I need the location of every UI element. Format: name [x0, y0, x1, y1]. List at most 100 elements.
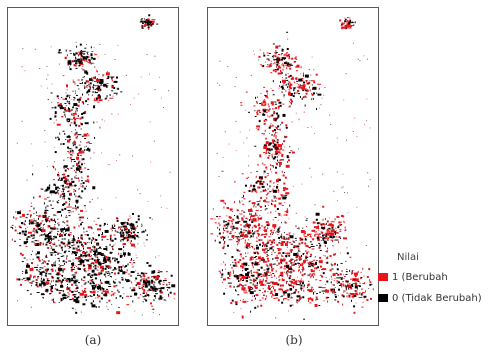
changed-pixel	[314, 303, 318, 307]
changed-pixel	[54, 146, 56, 148]
unchanged-pixel	[78, 213, 80, 215]
unchanged-pixel	[256, 181, 260, 183]
changed-pixel	[123, 250, 125, 252]
changed-pixel	[272, 140, 276, 142]
unchanged-pixel	[83, 227, 85, 230]
changed-pixel	[80, 154, 83, 156]
changed-pixel	[252, 288, 254, 290]
changed-pixel	[94, 260, 98, 264]
unchanged-pixel	[74, 267, 76, 269]
unchanged-pixel	[81, 79, 84, 81]
changed-pixel	[71, 283, 74, 286]
unchanged-pixel	[255, 96, 257, 99]
unchanged-pixel	[49, 192, 51, 194]
unchanged-pixel	[349, 269, 351, 272]
unchanged-pixel	[42, 296, 44, 298]
changed-pixel	[32, 165, 34, 167]
changed-pixel	[344, 226, 346, 229]
unchanged-pixel	[235, 275, 239, 278]
unchanged-pixel	[251, 229, 253, 232]
changed-pixel	[47, 264, 49, 266]
unchanged-pixel	[221, 275, 223, 277]
unchanged-pixel	[75, 177, 78, 179]
changed-pixel	[303, 285, 305, 288]
changed-pixel	[274, 137, 277, 139]
unchanged-pixel	[99, 44, 101, 46]
unchanged-pixel	[80, 311, 82, 313]
changed-pixel	[110, 266, 112, 268]
unchanged-pixel	[281, 72, 283, 74]
unchanged-pixel	[76, 63, 78, 65]
changed-pixel	[351, 288, 353, 290]
changed-pixel	[44, 265, 46, 267]
changed-pixel	[248, 226, 251, 228]
unchanged-pixel	[272, 145, 275, 148]
changed-pixel	[279, 248, 282, 251]
unchanged-pixel	[91, 249, 93, 251]
unchanged-pixel	[91, 285, 94, 288]
unchanged-pixel	[71, 108, 73, 111]
changed-pixel	[116, 311, 121, 315]
unchanged-pixel	[114, 58, 116, 60]
unchanged-pixel	[73, 237, 75, 239]
changed-pixel	[256, 284, 259, 286]
unchanged-pixel	[43, 293, 45, 295]
changed-pixel	[287, 274, 289, 277]
unchanged-pixel	[44, 130, 46, 132]
changed-pixel	[273, 294, 275, 297]
unchanged-pixel	[42, 271, 45, 273]
unchanged-pixel	[137, 189, 139, 191]
unchanged-pixel	[54, 161, 56, 163]
unchanged-pixel	[78, 101, 80, 104]
changed-pixel	[272, 107, 274, 110]
unchanged-pixel	[35, 224, 38, 226]
changed-pixel	[141, 286, 144, 289]
changed-pixel	[265, 194, 268, 196]
unchanged-pixel	[342, 295, 345, 298]
changed-pixel	[65, 279, 68, 283]
unchanged-pixel	[67, 209, 71, 211]
unchanged-pixel	[287, 293, 291, 297]
unchanged-pixel	[338, 281, 341, 284]
changed-pixel	[284, 176, 287, 179]
unchanged-pixel	[67, 191, 70, 193]
unchanged-pixel	[216, 152, 218, 154]
changed-pixel	[223, 206, 225, 209]
unchanged-pixel	[153, 295, 156, 298]
unchanged-pixel	[275, 117, 277, 119]
changed-pixel	[274, 275, 276, 277]
unchanged-pixel	[162, 280, 167, 282]
unchanged-pixel	[72, 149, 74, 152]
unchanged-pixel	[49, 283, 51, 285]
changed-pixel	[342, 284, 345, 287]
unchanged-pixel	[250, 74, 252, 76]
unchanged-pixel	[87, 168, 90, 170]
unchanged-pixel	[87, 89, 90, 91]
changed-pixel	[147, 18, 150, 21]
changed-pixel	[127, 233, 131, 237]
changed-pixel	[310, 275, 312, 277]
changed-pixel	[321, 275, 324, 278]
changed-pixel	[286, 53, 288, 55]
unchanged-pixel	[95, 284, 97, 286]
changed-pixel	[281, 241, 286, 243]
unchanged-pixel	[111, 230, 113, 232]
unchanged-pixel	[323, 236, 325, 238]
unchanged-pixel	[307, 83, 310, 85]
changed-pixel	[303, 236, 305, 238]
changed-pixel	[228, 239, 233, 241]
changed-pixel	[369, 279, 371, 282]
unchanged-pixel	[166, 286, 171, 288]
changed-pixel	[123, 293, 125, 295]
unchanged-pixel	[253, 290, 256, 292]
changed-pixel	[228, 143, 230, 145]
unchanged-pixel	[99, 224, 102, 227]
changed-pixel	[291, 83, 293, 86]
unchanged-pixel	[56, 277, 59, 280]
unchanged-pixel	[359, 282, 361, 284]
unchanged-pixel	[26, 290, 29, 292]
unchanged-pixel	[157, 271, 160, 273]
changed-pixel	[74, 64, 77, 67]
changed-pixel	[231, 229, 234, 231]
unchanged-pixel	[64, 132, 66, 135]
